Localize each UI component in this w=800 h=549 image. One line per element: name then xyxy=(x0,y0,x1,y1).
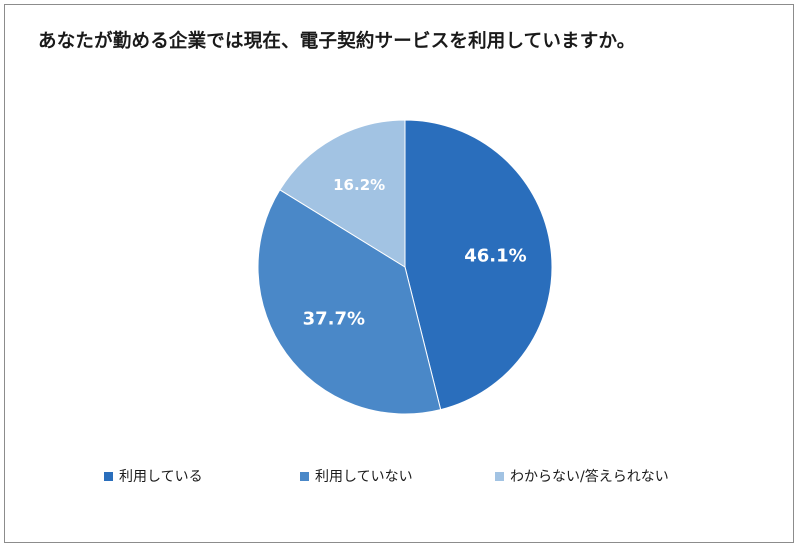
legend-swatch-3 xyxy=(495,471,504,481)
pie-slice-1 xyxy=(404,119,553,411)
data-label-3: 16.2% xyxy=(333,176,385,194)
legend-label-1: 利用している xyxy=(119,469,203,485)
pie-slice-3 xyxy=(279,119,406,268)
legend-swatch-1 xyxy=(104,471,113,481)
legend-item-2: 利用していない xyxy=(300,466,413,486)
data-label-2: 37.7% xyxy=(303,309,365,330)
legend-swatch-2 xyxy=(300,471,309,481)
legend-label-2: 利用していない xyxy=(315,469,413,485)
legend-item-1: 利用している xyxy=(104,466,203,486)
legend-item-3: わからない/答えられない xyxy=(495,466,669,486)
legend-label-3: わからない/答えられない xyxy=(510,469,669,485)
chart-title: あなたが勤める企業では現在、電子契約サービスを利用していますか。 xyxy=(38,31,636,52)
data-label-1: 46.1% xyxy=(464,245,526,266)
pie-slice-2 xyxy=(257,189,442,415)
legend: 利用している 利用していない わからない/答えられない xyxy=(0,466,800,486)
